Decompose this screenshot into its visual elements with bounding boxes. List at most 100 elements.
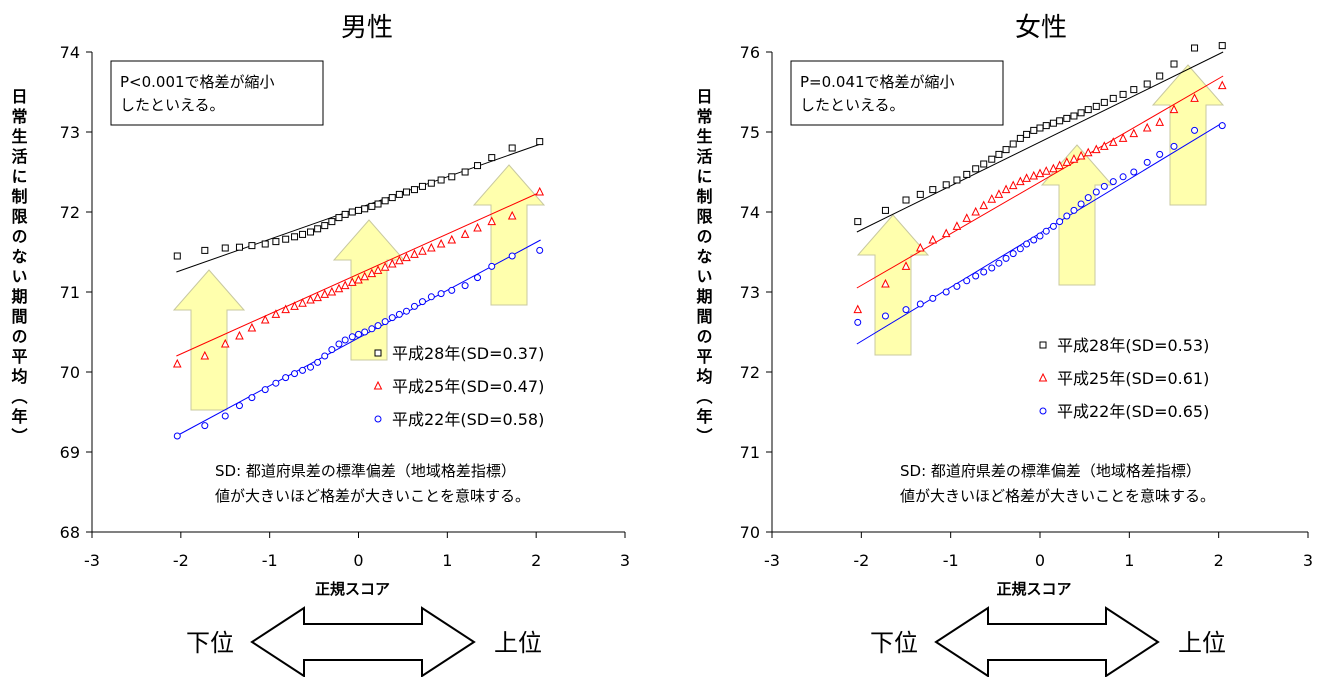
- data-point-circle: [988, 264, 996, 272]
- y-tick-label: 71: [740, 443, 760, 462]
- data-point-circle: [980, 268, 988, 276]
- data-point-square: [929, 186, 937, 194]
- data-point-square: [402, 188, 410, 196]
- data-point-triangle: [290, 301, 299, 310]
- legend-marker-circle: [1039, 407, 1047, 415]
- data-point-triangle: [447, 234, 457, 244]
- x-tick-label: 1: [1124, 551, 1134, 570]
- y-tick-label: 74: [60, 43, 80, 62]
- y-tick-label: 70: [60, 363, 80, 382]
- data-point-circle: [272, 379, 280, 387]
- data-point-triangle: [1035, 168, 1045, 178]
- legend-label: 平成28年(SD=0.53): [1057, 336, 1209, 355]
- data-point-triangle: [1008, 180, 1018, 190]
- data-point-circle: [536, 246, 544, 254]
- data-point-circle: [881, 312, 889, 320]
- y-tick-label: 71: [60, 283, 80, 302]
- data-point-circle: [328, 346, 336, 354]
- data-point-triangle: [172, 358, 182, 368]
- data-point-circle: [1063, 212, 1071, 220]
- x-tick-label: 2: [531, 551, 541, 570]
- data-point-square: [881, 206, 889, 214]
- data-point-square: [1191, 44, 1199, 52]
- y-tick-label: 76: [740, 43, 760, 62]
- data-point-triangle: [320, 289, 330, 298]
- data-point-triangle: [1129, 128, 1139, 138]
- data-point-triangle: [971, 206, 980, 216]
- data-point-triangle: [334, 283, 344, 293]
- data-point-square: [321, 222, 329, 230]
- yellow-up-arrow: [1151, 64, 1225, 206]
- legend-marker-square: [1039, 341, 1047, 349]
- data-point-triangle: [354, 274, 363, 284]
- data-point-triangle: [340, 280, 350, 290]
- data-point-triangle: [271, 309, 281, 318]
- data-point-square: [1063, 114, 1071, 122]
- data-point-square: [1049, 119, 1057, 127]
- data-point-triangle: [535, 186, 545, 196]
- data-point-square: [963, 170, 971, 178]
- data-point-triangle: [962, 213, 972, 222]
- data-point-circle: [953, 282, 961, 290]
- x-axis-label: 正規スコア: [996, 580, 1071, 598]
- x-tick-label: -2: [853, 551, 869, 570]
- data-point-triangle: [313, 292, 322, 302]
- data-point-triangle: [1100, 141, 1109, 150]
- data-point-triangle: [367, 268, 377, 278]
- data-point-triangle: [1217, 80, 1227, 90]
- data-point-square: [341, 210, 349, 218]
- data-point-circle: [1056, 218, 1064, 226]
- y-axis-label: 日常生活に制限のない期間の平均（年）: [694, 88, 713, 448]
- data-point-square: [1143, 80, 1151, 88]
- y-tick-label: 68: [60, 523, 80, 542]
- data-point-circle: [235, 402, 243, 410]
- data-point-square: [995, 150, 1003, 158]
- note-text: P<0.001で格差が縮小したといえる。: [120, 73, 275, 114]
- data-point-square: [1119, 90, 1127, 98]
- data-point-triangle: [901, 261, 911, 270]
- chart-title: 男性: [341, 13, 393, 43]
- legend-marker-square: [374, 349, 382, 357]
- data-point-square: [388, 194, 396, 202]
- arrow-label-upper: 上位: [494, 629, 542, 657]
- data-point-triangle: [1091, 144, 1101, 154]
- data-point-square: [953, 176, 961, 184]
- data-point-triangle: [1022, 173, 1031, 182]
- data-point-triangle: [487, 216, 497, 226]
- yellow-up-arrow: [1040, 144, 1114, 286]
- data-point-triangle: [853, 304, 863, 314]
- data-point-triangle: [1049, 163, 1058, 173]
- data-point-triangle: [298, 298, 307, 307]
- data-point-circle: [418, 298, 426, 306]
- data-point-triangle: [306, 294, 315, 304]
- data-point-circle: [368, 325, 376, 333]
- male-chart-panel: 男性 68 69 70 71 72 73 74 -3 -2 -1 0 1 2 3 正規スコア 日常生活に制限のな…: [9, 13, 630, 677]
- data-point-square: [1009, 140, 1017, 148]
- data-point-circle: [381, 318, 389, 326]
- data-point-circle: [248, 394, 256, 402]
- data-point-circle: [291, 370, 299, 378]
- y-tick-label: 69: [60, 443, 80, 462]
- data-point-triangle: [1155, 117, 1165, 126]
- data-point-square: [355, 206, 362, 214]
- y-tick-label: 72: [60, 203, 80, 222]
- note-text: P=0.041で格差が縮小したといえる。: [800, 73, 955, 114]
- data-point-triangle: [235, 330, 244, 340]
- data-point-square: [1130, 86, 1138, 94]
- data-point-square: [1100, 98, 1108, 106]
- data-point-triangle: [387, 258, 397, 268]
- x-tick-label: -1: [943, 551, 959, 570]
- data-point-square: [942, 181, 950, 189]
- data-point-triangle: [373, 265, 383, 274]
- data-point-circle: [402, 307, 410, 315]
- x-axis-label: 正規スコア: [315, 580, 390, 598]
- data-point-square: [1042, 122, 1050, 130]
- data-point-circle: [1030, 236, 1038, 244]
- data-point-triangle: [1108, 137, 1118, 146]
- data-point-circle: [1077, 200, 1085, 208]
- data-point-circle: [261, 386, 269, 394]
- data-point-circle: [929, 294, 937, 302]
- data-point-square: [427, 179, 435, 187]
- data-point-square: [1036, 124, 1044, 132]
- data-point-circle: [448, 286, 456, 294]
